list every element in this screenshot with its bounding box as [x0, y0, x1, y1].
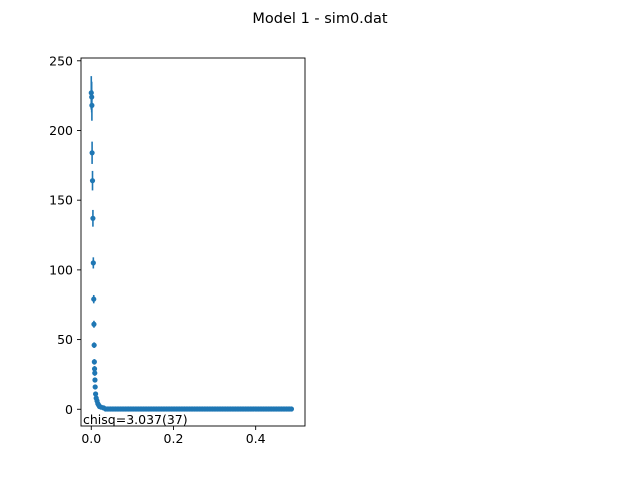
- data-point: [89, 150, 95, 156]
- x-tick-label: 0.4: [246, 431, 266, 446]
- data-point: [91, 366, 98, 372]
- plot-area: 0.0 0.2 0.4 0 50 100 150 200 250 chisq=3.037(37…: [49, 53, 306, 446]
- data-point: [89, 178, 96, 184]
- data-point: [101, 405, 107, 411]
- data-point: [92, 370, 98, 376]
- data-point: [89, 102, 95, 108]
- data-point: [92, 377, 98, 383]
- data-point: [288, 406, 295, 412]
- data-point: [91, 296, 97, 302]
- y-tick-label: 50: [57, 332, 73, 347]
- y-tick-label: 150: [49, 193, 73, 208]
- data-point: [91, 321, 97, 327]
- figure-title: Model 1 - sim0.dat: [252, 11, 387, 27]
- y-tick-label: 250: [49, 53, 73, 68]
- data-marks: [88, 76, 295, 412]
- data-point: [90, 215, 96, 221]
- data-point: [91, 359, 97, 365]
- data-point: [92, 391, 99, 397]
- chisq-annotation: chisq=3.037(37): [83, 412, 188, 427]
- y-axis-ticks: 0 50 100 150 200 250: [49, 53, 81, 417]
- x-tick-label: 0.2: [164, 431, 184, 446]
- data-point: [90, 260, 96, 266]
- y-tick-label: 200: [49, 123, 73, 138]
- data-point: [91, 342, 97, 348]
- data-point: [92, 384, 98, 390]
- x-tick-label: 0.0: [81, 431, 101, 446]
- y-tick-label: 100: [49, 262, 73, 277]
- axes-frame: [80, 57, 306, 427]
- y-tick-label: 0: [65, 402, 73, 417]
- x-axis-ticks: 0.0 0.2 0.4: [81, 426, 266, 446]
